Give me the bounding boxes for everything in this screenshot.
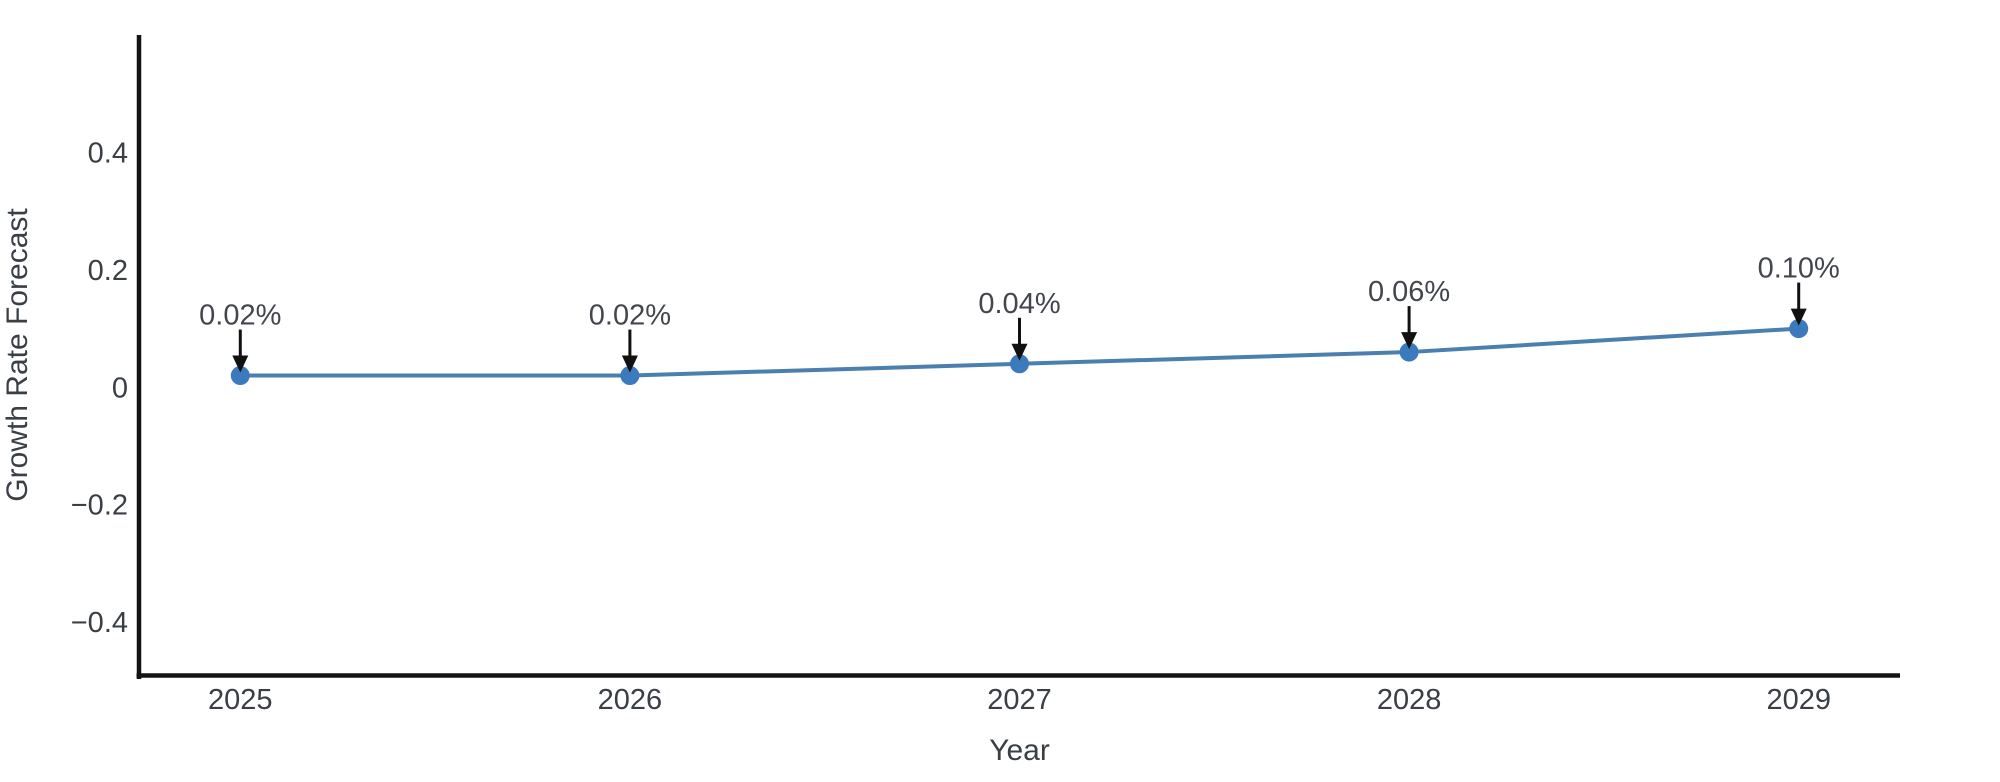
x-tick-label: 2028: [1377, 684, 1442, 716]
y-tick-label: 0: [112, 372, 128, 404]
annotation-arrow-head: [1790, 308, 1807, 326]
annotation-arrow-head: [1011, 343, 1028, 361]
y-axis-title: Growth Rate Forecast: [1, 208, 34, 502]
annotation-arrow-head: [232, 355, 249, 373]
y-tick-label: 0.4: [88, 137, 128, 169]
x-axis-title: Year: [989, 734, 1050, 767]
data-point-marker: [620, 366, 640, 386]
y-tick-label: −0.4: [71, 607, 128, 639]
data-point-marker: [1789, 319, 1809, 339]
annotation-arrow-head: [621, 355, 638, 373]
point-annotation-label: 0.10%: [1758, 253, 1840, 285]
data-point-marker: [230, 366, 250, 386]
data-point-marker: [1010, 354, 1029, 374]
y-tick-label: −0.2: [71, 490, 128, 522]
point-annotation-label: 0.04%: [978, 288, 1060, 320]
data-point-marker: [1399, 342, 1419, 362]
point-annotation-label: 0.02%: [199, 300, 281, 332]
x-tick-label: 2026: [598, 684, 663, 716]
annotation-arrow-head: [1401, 332, 1418, 350]
point-annotation-label: 0.06%: [1368, 276, 1450, 308]
x-tick-label: 2029: [1766, 684, 1831, 716]
point-annotation-label: 0.02%: [589, 300, 671, 332]
y-tick-label: 0.2: [88, 255, 128, 287]
x-tick-label: 2027: [987, 684, 1052, 716]
x-tick-label: 2025: [208, 684, 273, 716]
